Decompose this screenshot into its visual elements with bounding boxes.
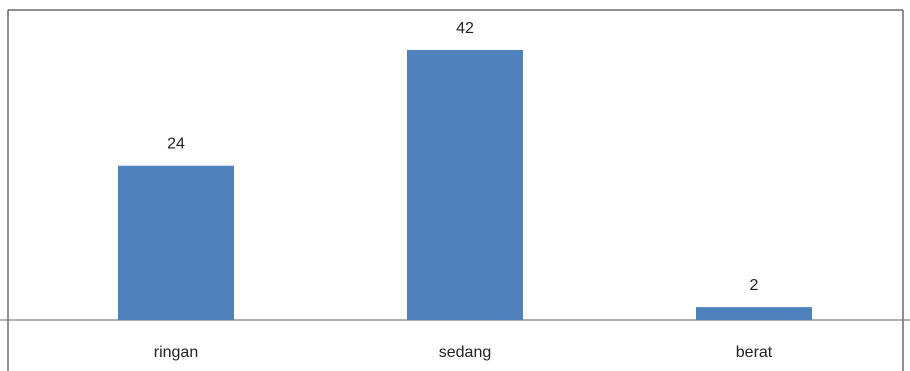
bar-berat [696, 307, 812, 320]
x-tick-label-ringan: ringan [154, 344, 198, 361]
bar-ringan [118, 165, 234, 320]
bar-sedang [407, 50, 523, 320]
data-label-ringan: 24 [167, 136, 185, 153]
x-tick-label-sedang: sedang [439, 344, 492, 361]
data-label-sedang: 42 [456, 20, 474, 37]
x-tick-label-berat: berat [736, 344, 773, 361]
data-label-berat: 2 [750, 277, 759, 294]
labels-layer: 24 ringan 42 sedang 2 berat [154, 20, 773, 361]
bars-layer [118, 50, 812, 320]
